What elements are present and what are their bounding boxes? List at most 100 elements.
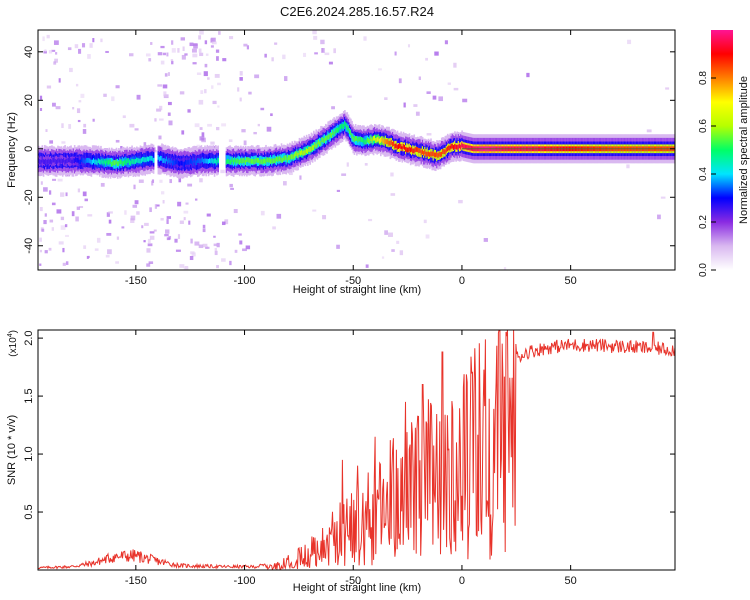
noise-speckle	[333, 48, 336, 54]
spectral-cell	[469, 145, 472, 151]
spectral-cell	[400, 144, 402, 149]
spectral-cell	[281, 153, 284, 163]
spectral-cell	[433, 152, 436, 158]
spectral-cell	[41, 157, 44, 163]
noise-speckle	[228, 139, 233, 143]
snr-multiplier-exp: 4	[7, 333, 14, 337]
spectral-cell	[193, 158, 196, 168]
noise-speckle	[167, 112, 171, 116]
noise-speckle	[158, 135, 162, 140]
spectral-cell	[466, 144, 468, 150]
noise-speckle	[52, 102, 56, 107]
noise-speckle	[62, 247, 65, 253]
spectral-cell	[454, 144, 456, 149]
noise-speckle	[274, 42, 278, 45]
x-tick-label: -150	[125, 275, 147, 287]
noise-speckle	[167, 101, 172, 106]
spectral-cell	[256, 157, 259, 163]
spectral-cell	[175, 159, 178, 164]
noise-speckle	[347, 95, 352, 98]
spectral-cell	[445, 147, 448, 153]
spectral-cell	[189, 158, 192, 164]
noise-speckle	[331, 106, 335, 110]
noise-speckle	[64, 224, 68, 228]
spectral-cell	[146, 156, 149, 162]
spectral-cell	[408, 146, 411, 152]
spectral-cell	[344, 121, 346, 126]
spectral-cell	[228, 159, 230, 164]
spectral-cell	[182, 161, 185, 167]
noise-speckle	[363, 36, 367, 41]
spectral-cell	[338, 126, 340, 132]
noise-speckle	[157, 52, 163, 56]
spectral-cell	[171, 160, 174, 166]
noise-speckle	[78, 48, 82, 54]
spectral-cell	[75, 157, 77, 163]
noise-speckle	[189, 42, 194, 47]
noise-speckle	[198, 99, 204, 105]
spectral-cell	[295, 151, 297, 157]
spectral-cell	[302, 150, 304, 156]
spectral-cell	[368, 138, 370, 144]
noise-speckle	[203, 71, 208, 77]
noise-speckle	[242, 248, 247, 252]
noise-speckle	[246, 45, 250, 50]
noise-speckle	[75, 83, 79, 87]
spectral-cell	[231, 157, 234, 163]
noise-speckle	[169, 179, 173, 184]
spectral-cell	[207, 159, 210, 164]
spectral-cell	[292, 154, 295, 160]
noise-speckle	[74, 44, 79, 49]
noise-speckle	[391, 249, 395, 252]
noise-speckle	[100, 182, 105, 187]
noise-speckle	[204, 63, 208, 68]
spectral-cell	[150, 155, 152, 161]
spectral-cell	[314, 142, 316, 148]
spectral-cell	[106, 158, 108, 164]
spectral-cell	[176, 159, 179, 165]
noise-speckle	[39, 263, 42, 266]
spectral-cell	[374, 135, 376, 141]
spectral-cell	[285, 155, 288, 165]
noise-speckle	[253, 131, 257, 135]
noise-speckle	[167, 72, 170, 76]
noise-speckle	[165, 94, 169, 97]
spectral-cell	[431, 151, 433, 157]
noise-speckle	[105, 50, 109, 53]
noise-speckle	[199, 127, 203, 130]
noise-speckle	[45, 129, 48, 132]
spectral-cell	[152, 153, 155, 163]
noise-speckle	[202, 224, 206, 229]
spectral-cell	[247, 157, 249, 163]
spectral-cell	[115, 159, 118, 165]
noise-speckle	[213, 235, 216, 238]
noise-speckle	[122, 115, 126, 119]
noise-speckle	[65, 192, 68, 197]
noise-speckle	[60, 225, 66, 230]
noise-speckle	[403, 102, 406, 108]
noise-speckle	[190, 238, 193, 244]
spectral-cell	[261, 159, 264, 165]
spectral-cell	[133, 159, 136, 165]
spectral-cell	[51, 159, 53, 165]
colorbar-tick-label: 0.8	[698, 71, 709, 85]
noise-speckle	[381, 256, 385, 259]
spectral-cell	[120, 159, 123, 165]
spectral-cell	[424, 149, 426, 155]
noise-speckle	[65, 234, 69, 237]
noise-speckle	[407, 44, 411, 48]
noise-speckle	[48, 247, 52, 251]
spectral-cell	[335, 127, 338, 133]
colorbar-tick-label: 0.4	[698, 167, 709, 181]
spectral-cell	[159, 155, 162, 161]
noise-speckle	[82, 191, 87, 197]
spectral-cell	[308, 147, 310, 152]
spectral-cell	[426, 147, 429, 157]
spectral-cell	[356, 136, 358, 141]
noise-speckle	[218, 31, 221, 35]
noise-speckle	[103, 93, 107, 97]
noise-speckle	[181, 130, 185, 135]
noise-speckle	[201, 132, 205, 137]
spectral-cell	[415, 147, 418, 152]
